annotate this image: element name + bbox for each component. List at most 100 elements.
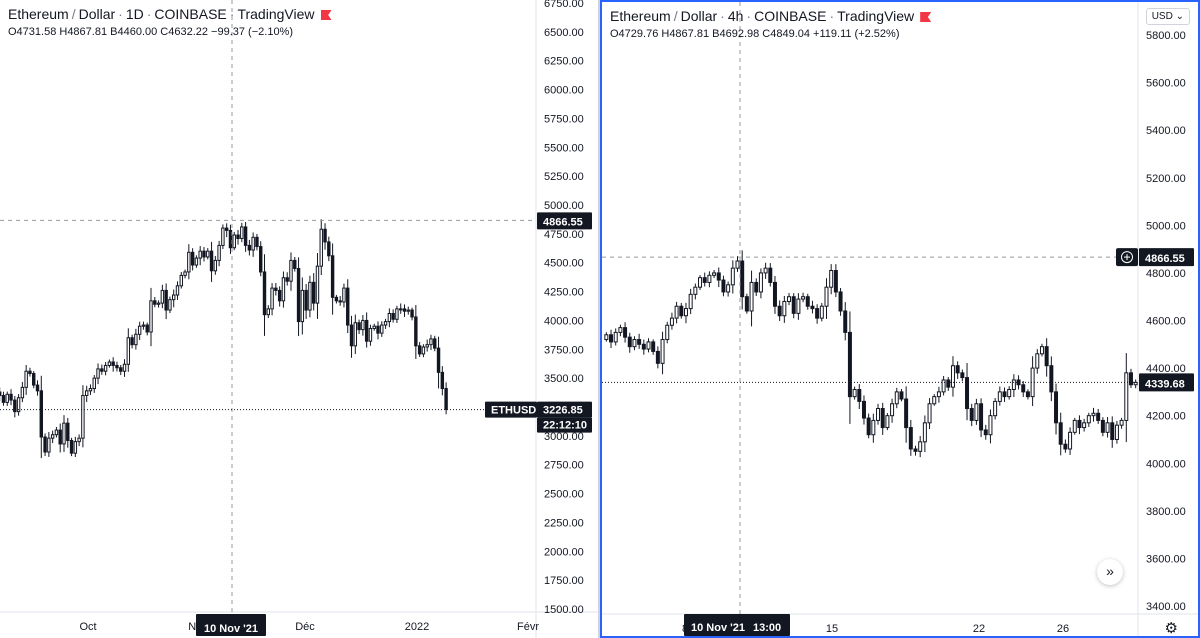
title-separator: /	[673, 8, 678, 24]
candle-body	[810, 305, 815, 310]
candle-body	[936, 391, 941, 398]
candle-body	[740, 260, 745, 298]
double-chevron-right-icon[interactable]: »	[1097, 559, 1123, 585]
candle-body	[627, 336, 632, 348]
candle-body	[224, 227, 229, 231]
candle-body	[721, 279, 726, 293]
candle-body	[688, 293, 693, 310]
y-tick-label: 4600.00	[1146, 316, 1186, 328]
candle-body	[433, 338, 437, 349]
candle-body	[357, 322, 361, 331]
candle-body	[145, 324, 149, 333]
candle-body	[206, 250, 210, 258]
timeframe-label[interactable]: 1D	[125, 6, 144, 22]
y-tick-label: 2500.00	[544, 489, 584, 501]
candle-body	[376, 325, 380, 334]
last-price-tag-text: 4339.68	[1145, 378, 1185, 390]
y-tick-label: 5750.00	[544, 113, 584, 125]
candle-body	[111, 361, 115, 366]
y-tick-label: 4750.00	[544, 229, 584, 241]
countdown-tag-text: 22:12:10	[543, 420, 587, 432]
candle-body	[1002, 391, 1007, 398]
plus-circle-icon	[1121, 251, 1133, 264]
panel-divider[interactable]	[598, 0, 600, 638]
symbol-tag: ETHUSD	[485, 401, 537, 418]
crosshair-date-tag: 10 Nov '21	[196, 614, 266, 636]
candle-body	[160, 289, 165, 304]
flag-icon[interactable]	[920, 12, 932, 22]
candle-body	[28, 370, 32, 375]
candle-body	[847, 331, 852, 398]
candle-body	[179, 274, 183, 287]
candle-body	[1128, 372, 1133, 386]
candle-body	[712, 272, 717, 276]
candle-body	[255, 236, 259, 248]
candle-body	[175, 285, 180, 296]
right-chart-panel[interactable]: 3400.00 3600.00 3800.00 4000.00 4200.00 4400.…	[600, 0, 1200, 638]
candle-body	[604, 334, 609, 341]
candle-body	[1054, 391, 1059, 424]
four-hour-candlestick-chart[interactable]: 3400.00 3600.00 3800.00 4000.00 4200.00 4400.…	[602, 2, 1198, 636]
candle-body	[391, 313, 395, 320]
candle-body	[1119, 419, 1124, 426]
flag-icon[interactable]	[320, 10, 332, 20]
candle-body	[707, 274, 712, 283]
candle-body	[979, 403, 984, 431]
title-separator: ·	[229, 6, 235, 22]
candle-body	[32, 373, 36, 386]
y-tick-label: 2000.00	[544, 546, 584, 558]
crosshair-time-text: 13:00	[753, 622, 781, 634]
y-tick-label: 6250.00	[544, 56, 584, 68]
y-tick-label: 3600.00	[1146, 553, 1186, 565]
candle-body	[262, 271, 267, 316]
gear-icon[interactable]: ⚙	[1164, 620, 1178, 637]
candle-body	[115, 364, 119, 369]
y-tick-label: 4250.00	[544, 287, 584, 299]
candle-body	[156, 302, 161, 305]
currency-label: USD	[1151, 11, 1173, 22]
candle-body	[383, 321, 388, 326]
exchange-label: COINBASE	[154, 6, 227, 22]
candle-body	[285, 277, 289, 282]
crosshair-price-tag-text: 4866.55	[1145, 253, 1185, 265]
x-tick-label: Févr	[517, 621, 539, 633]
candle-body	[168, 299, 172, 311]
candle-body	[655, 350, 660, 364]
candle-body	[1, 394, 6, 403]
candle-body	[805, 296, 810, 307]
candle-body	[674, 305, 679, 319]
crosshair-date-tag-bg	[684, 614, 790, 636]
candle-body	[941, 379, 946, 393]
candle-body	[735, 260, 740, 269]
candle-body	[20, 386, 25, 399]
add-alert-button[interactable]	[1116, 248, 1138, 267]
y-tick-label: 5000.00	[1146, 220, 1186, 232]
candle-body	[988, 415, 993, 436]
y-tick-label: 5400.00	[1146, 125, 1186, 137]
candle-body	[236, 234, 240, 239]
timeframe-label[interactable]: 4h	[727, 8, 744, 24]
daily-candlestick-chart[interactable]: 1500.00 1750.00 2000.00 2250.00 2500.00 2750.…	[0, 0, 598, 638]
left-chart-panel[interactable]: 1500.00 1750.00 2000.00 2250.00 2500.00 2750.…	[0, 0, 598, 638]
candle-body	[171, 294, 176, 301]
candle-body	[270, 287, 274, 310]
candle-body	[88, 388, 93, 392]
candle-body	[1007, 388, 1012, 398]
candle-body	[768, 267, 773, 283]
source-label: TradingView	[837, 8, 915, 24]
candle-body	[395, 308, 399, 320]
y-tick-label: 5000.00	[544, 200, 584, 212]
last-price-tag: 3226.85	[537, 401, 592, 418]
candle-body	[251, 236, 255, 251]
candle-body	[259, 246, 263, 273]
candle-body	[361, 319, 365, 331]
candle-body	[194, 257, 199, 266]
left-ohlc-values: O4731.58 H4867.81 B4460.00 C4632.22 −99.…	[8, 26, 294, 38]
candle-body	[843, 310, 848, 333]
candle-body	[866, 417, 871, 436]
currency-button[interactable]: USD ⌄	[1145, 8, 1190, 25]
candle-body	[308, 281, 312, 311]
title-part: Ethereum	[8, 6, 69, 22]
candle-body	[39, 390, 44, 438]
candle-body	[1021, 384, 1026, 393]
